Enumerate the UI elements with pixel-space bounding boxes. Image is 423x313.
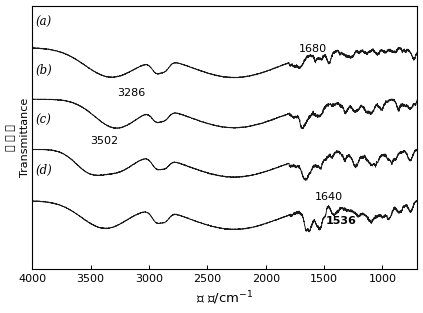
Text: (d): (d) [36, 164, 52, 177]
Text: (a): (a) [36, 16, 52, 29]
Text: 3286: 3286 [118, 88, 146, 98]
Text: 1680: 1680 [298, 44, 327, 54]
Text: (c): (c) [36, 114, 52, 127]
Text: 1640: 1640 [315, 192, 343, 202]
Y-axis label: 透 光 率
Transmittance: 透 光 率 Transmittance [5, 98, 30, 177]
Text: 1536: 1536 [325, 216, 356, 226]
Text: (b): (b) [36, 64, 52, 77]
X-axis label: 波 数/cm$^{-1}$: 波 数/cm$^{-1}$ [196, 290, 253, 307]
Text: 3502: 3502 [91, 136, 119, 146]
